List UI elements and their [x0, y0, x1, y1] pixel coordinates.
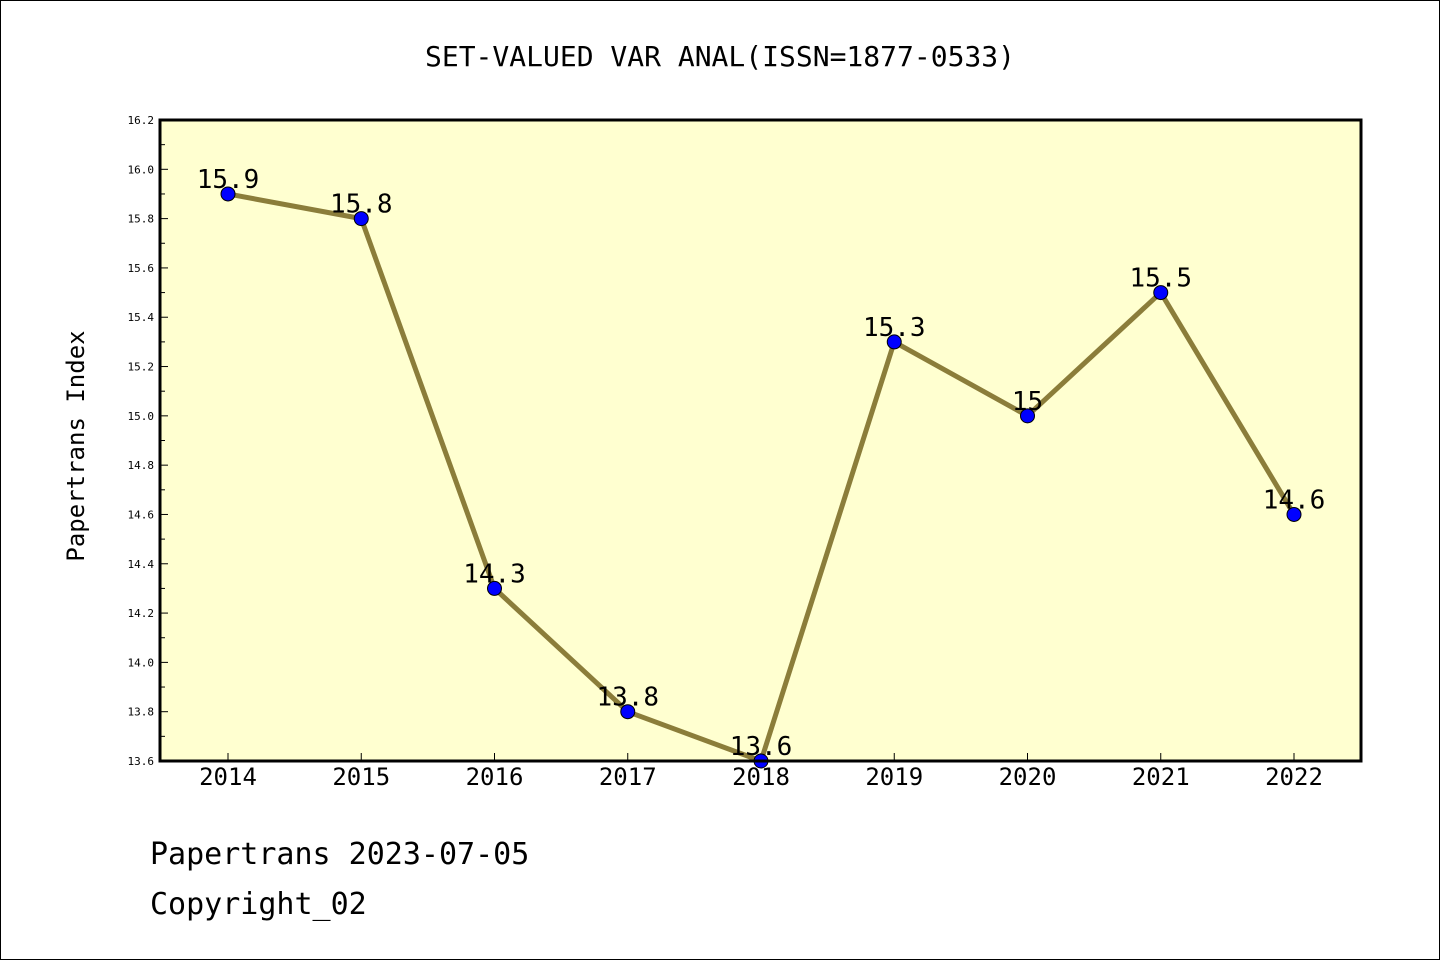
y-tick-label: 15.8 — [128, 213, 155, 226]
data-point — [886, 334, 902, 350]
x-tick-label: 2017 — [599, 763, 657, 791]
data-labels: 15.9 15.8 14.3 13.8 13.6 15.3 15 15.5 14.6 — [197, 165, 1326, 762]
y-tick-label: 13.8 — [128, 706, 155, 719]
y-tick-label: 14.4 — [128, 558, 155, 571]
data-point — [1153, 285, 1169, 301]
data-point — [1286, 506, 1302, 522]
x-tick-label: 2022 — [1265, 763, 1323, 791]
y-tick-label: 16.0 — [128, 163, 155, 176]
plot-area — [160, 120, 1361, 761]
data-point — [487, 580, 502, 596]
footer-copyright: Copyright_02 — [150, 887, 367, 922]
y-tick-label: 15.4 — [128, 311, 155, 324]
y-tick-label: 15.2 — [128, 361, 155, 374]
data-point — [220, 186, 236, 202]
y-tick-label: 13.6 — [128, 755, 155, 768]
data-point — [353, 211, 369, 227]
data-label: 14.6 — [1263, 485, 1326, 515]
data-point — [1020, 408, 1035, 424]
x-tick-label: 2020 — [999, 763, 1057, 791]
y-tick-label: 14.2 — [128, 607, 155, 620]
y-tick-label: 14.0 — [128, 656, 155, 669]
chart-title: SET-VALUED VAR ANAL(ISSN=1877-0533) — [425, 40, 1015, 73]
x-tick-label: 2016 — [466, 763, 524, 791]
axis-ticks: 13.6 13.8 14.0 14.2 14.4 14.6 14.8 15.0 15.2 15.4… — [128, 114, 1323, 791]
data-label: 15.5 — [1129, 264, 1192, 294]
y-tick-label: 16.2 — [128, 114, 155, 127]
data-label: 15.8 — [330, 190, 393, 220]
data-label: 13.6 — [730, 732, 793, 762]
data-point — [620, 704, 636, 720]
y-axis-label: Papertrans Index — [62, 330, 90, 561]
y-tick-label: 14.6 — [128, 508, 155, 521]
y-tick-label: 15.6 — [128, 262, 155, 275]
y-tick-label: 15.0 — [128, 410, 155, 423]
plot-border — [158, 118, 1363, 763]
x-tick-label: 2014 — [199, 763, 257, 791]
y-tick-label: 14.8 — [128, 459, 155, 472]
x-tick-label: 2021 — [1132, 763, 1190, 791]
data-label: 13.8 — [596, 683, 659, 713]
data-label: 15.9 — [197, 165, 260, 195]
series-markers — [220, 186, 1302, 769]
x-tick-label: 2015 — [332, 763, 390, 791]
footer-date: Papertrans 2023-07-05 — [150, 837, 529, 872]
data-label: 15 — [1012, 387, 1043, 417]
x-tick-label: 2019 — [865, 763, 923, 791]
data-label: 14.3 — [463, 559, 526, 589]
data-label: 15.3 — [863, 313, 926, 343]
